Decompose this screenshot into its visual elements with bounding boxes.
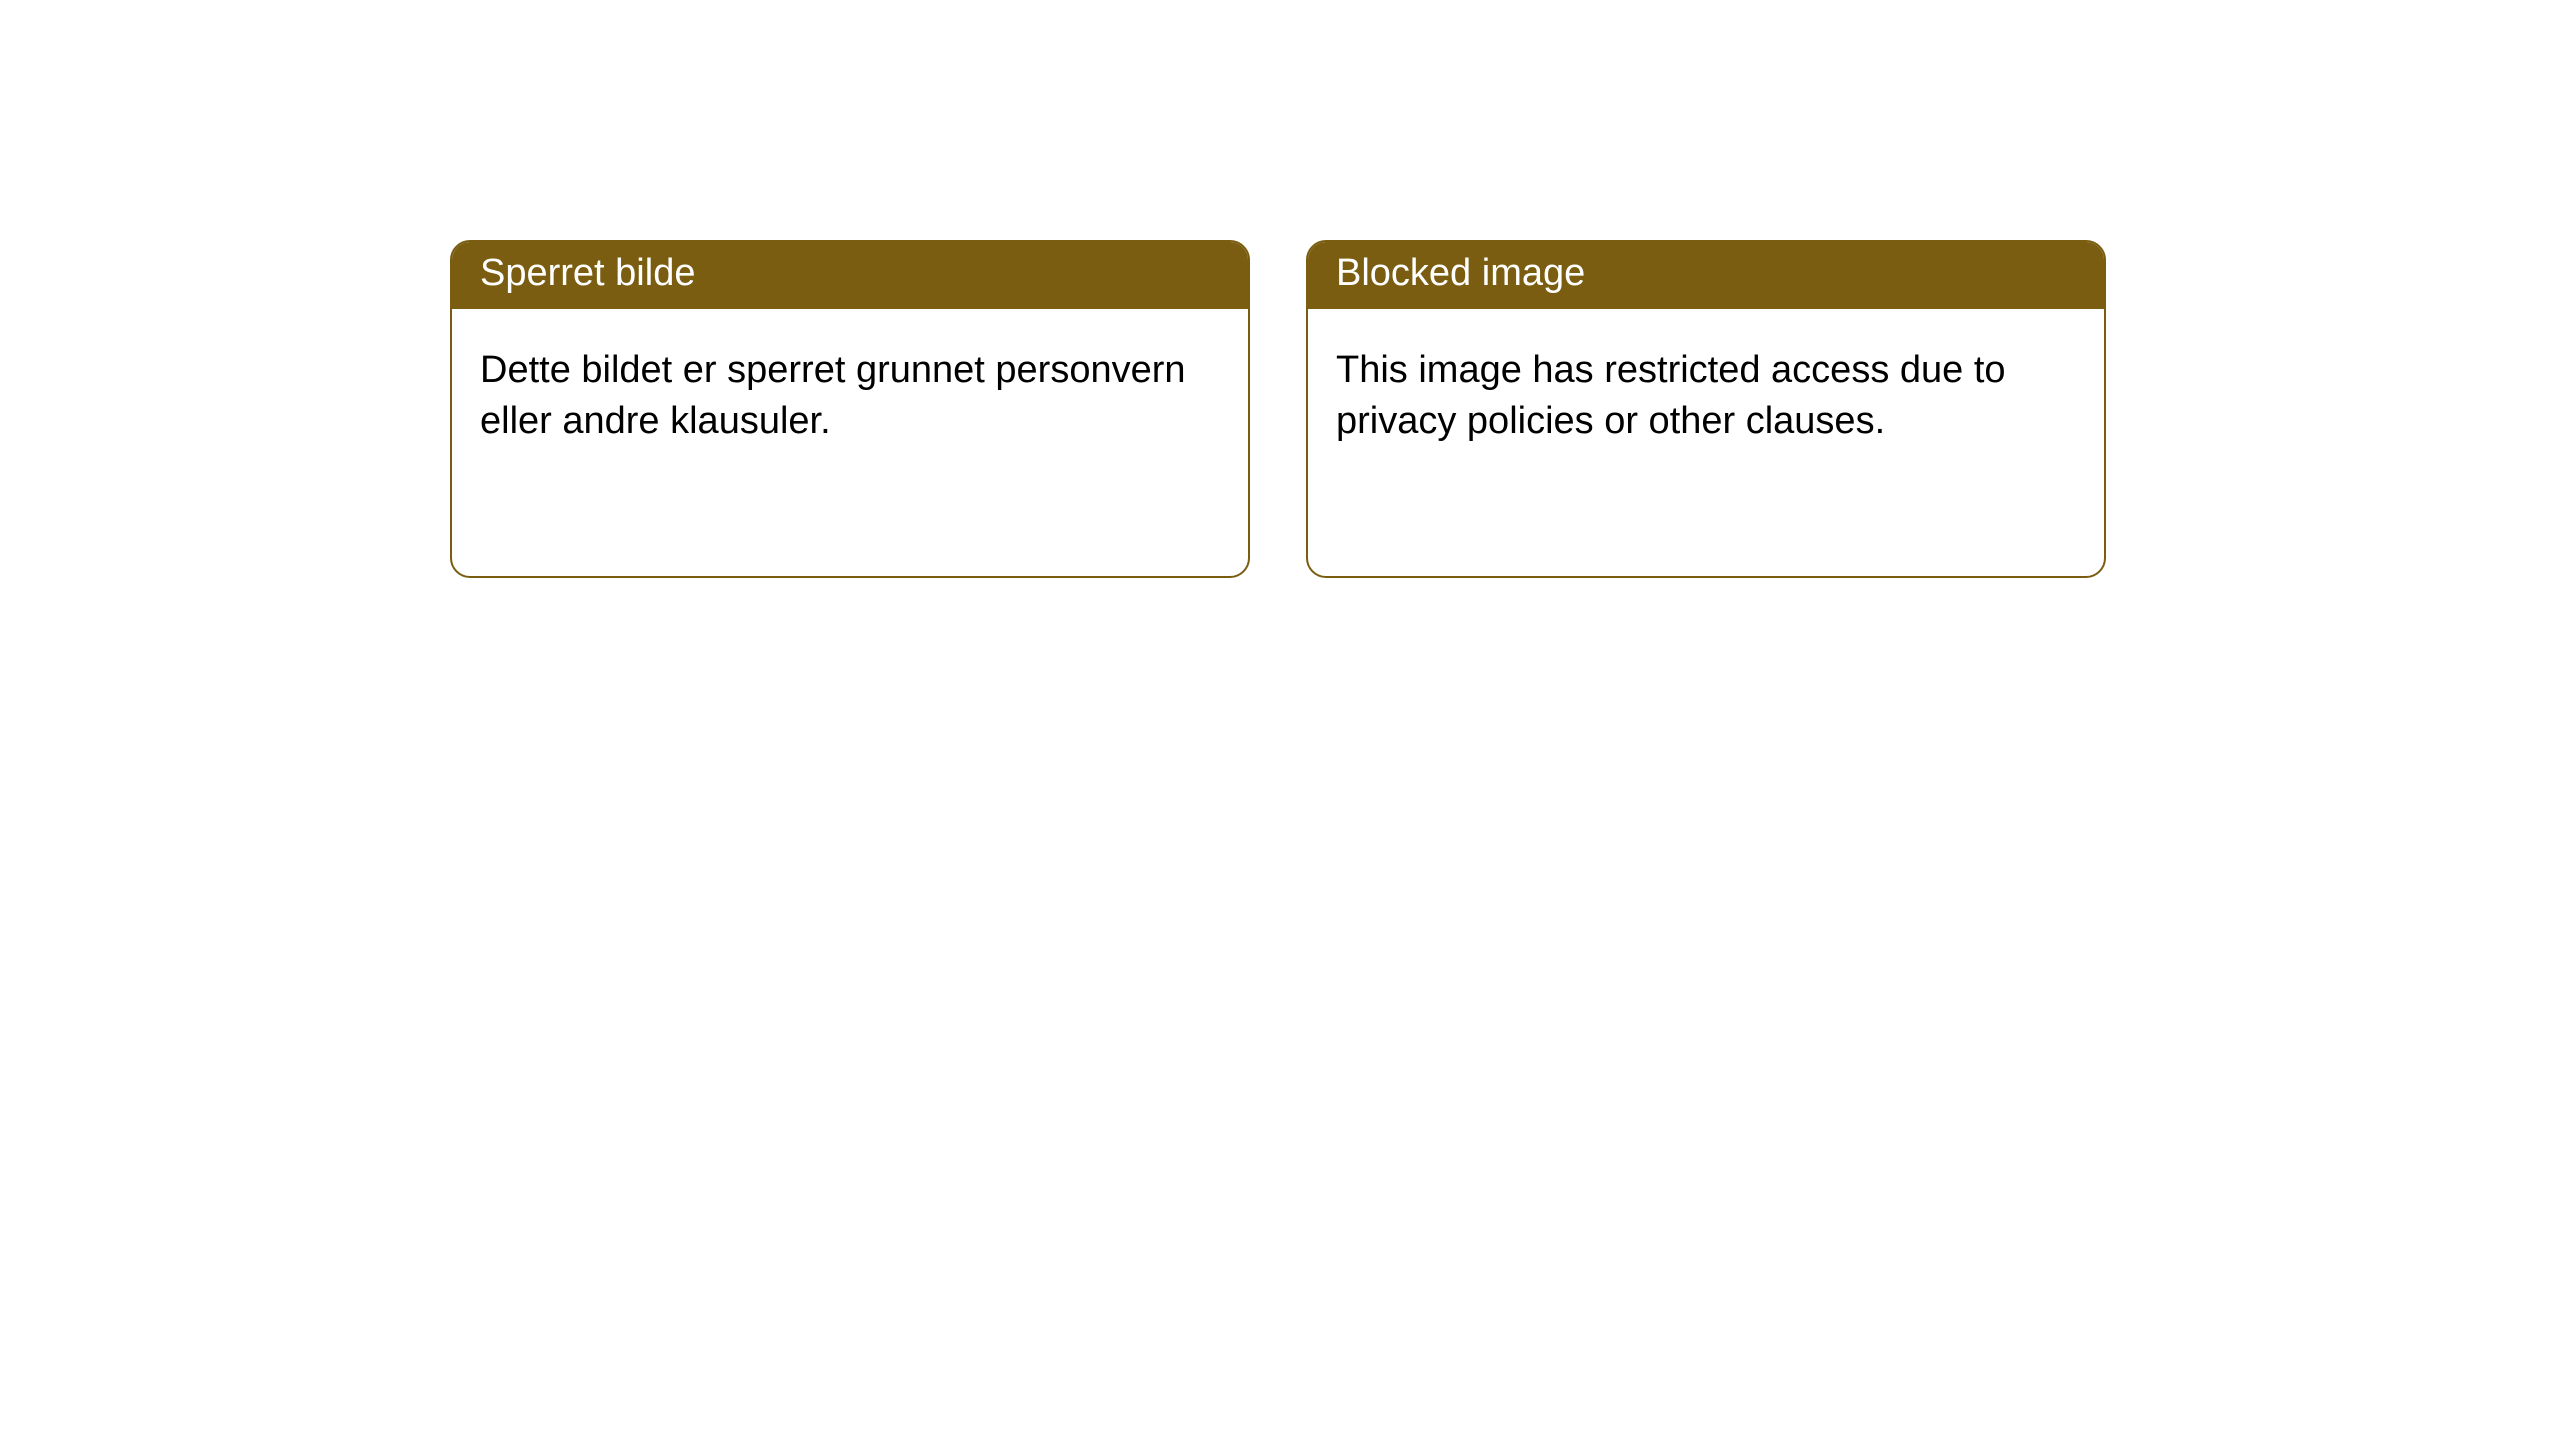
card-title: Blocked image [1336,252,1585,294]
card-header: Sperret bilde [452,242,1248,309]
card-message: This image has restricted access due to … [1336,349,2006,442]
card-header: Blocked image [1308,242,2104,309]
blocked-image-cards: Sperret bilde Dette bildet er sperret gr… [450,240,2106,578]
blocked-image-card-norwegian: Sperret bilde Dette bildet er sperret gr… [450,240,1250,578]
card-title: Sperret bilde [480,252,695,294]
card-body: This image has restricted access due to … [1308,309,2104,484]
card-message: Dette bildet er sperret grunnet personve… [480,349,1186,442]
card-body: Dette bildet er sperret grunnet personve… [452,309,1248,484]
blocked-image-card-english: Blocked image This image has restricted … [1306,240,2106,578]
